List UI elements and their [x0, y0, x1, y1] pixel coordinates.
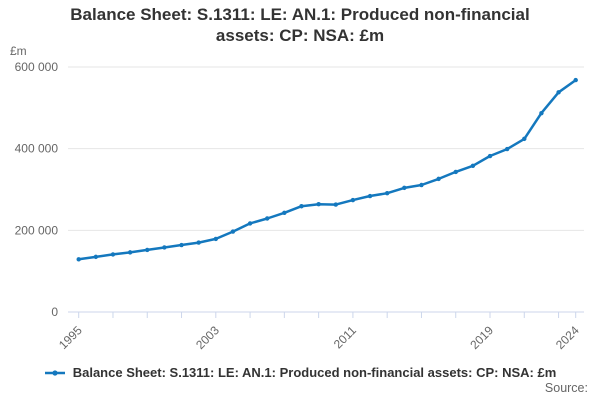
- data-point[interactable]: [93, 254, 99, 260]
- data-point[interactable]: [213, 236, 219, 242]
- data-point[interactable]: [196, 240, 201, 245]
- data-point[interactable]: [436, 176, 441, 182]
- data-point[interactable]: [145, 247, 150, 253]
- data-point[interactable]: [384, 190, 390, 196]
- x-tick-label: 1995: [56, 323, 85, 352]
- x-tick-label: 2011: [331, 323, 359, 351]
- y-tick-label: 600 000: [15, 60, 59, 74]
- data-point[interactable]: [402, 185, 407, 191]
- data-point[interactable]: [367, 193, 373, 199]
- legend-item[interactable]: Balance Sheet: S.1311: LE: AN.1: Produce…: [0, 365, 600, 380]
- x-tick-label: 2024: [553, 323, 582, 352]
- x-tick-label: 2003: [193, 323, 222, 352]
- data-point[interactable]: [419, 182, 424, 188]
- data-point[interactable]: [556, 90, 561, 95]
- data-point[interactable]: [162, 245, 167, 250]
- data-point[interactable]: [539, 110, 544, 116]
- chart-title-text: Balance Sheet: S.1311: LE: AN.1: Produce…: [70, 5, 530, 45]
- series-line: [77, 78, 577, 261]
- data-point[interactable]: [487, 153, 493, 159]
- data-point[interactable]: [350, 197, 356, 203]
- y-axis-unit-label: £m: [10, 44, 27, 58]
- data-point[interactable]: [265, 216, 270, 221]
- legend-line-marker-icon: [44, 369, 65, 376]
- data-point[interactable]: [333, 202, 338, 207]
- data-point[interactable]: [573, 77, 578, 83]
- y-tick-label: 0: [51, 305, 58, 319]
- data-point[interactable]: [230, 229, 236, 234]
- data-point[interactable]: [299, 204, 304, 209]
- data-point[interactable]: [504, 146, 510, 152]
- data-point[interactable]: [522, 136, 527, 142]
- data-point[interactable]: [127, 250, 133, 255]
- data-point[interactable]: [470, 163, 476, 169]
- data-point[interactable]: [179, 242, 184, 248]
- data-point[interactable]: [247, 221, 253, 226]
- data-point[interactable]: [76, 257, 81, 262]
- chart-title: Balance Sheet: S.1311: LE: AN.1: Produce…: [0, 4, 600, 46]
- x-tick-label: 2019: [467, 323, 496, 352]
- data-point[interactable]: [453, 169, 458, 175]
- data-point[interactable]: [316, 202, 321, 207]
- data-point[interactable]: [110, 252, 116, 257]
- y-tick-label: 400 000: [15, 142, 59, 156]
- data-point[interactable]: [282, 210, 287, 215]
- legend-label: Balance Sheet: S.1311: LE: AN.1: Produce…: [72, 365, 557, 380]
- y-tick-label: 200 000: [15, 223, 59, 237]
- source-label: Source:: [544, 381, 588, 395]
